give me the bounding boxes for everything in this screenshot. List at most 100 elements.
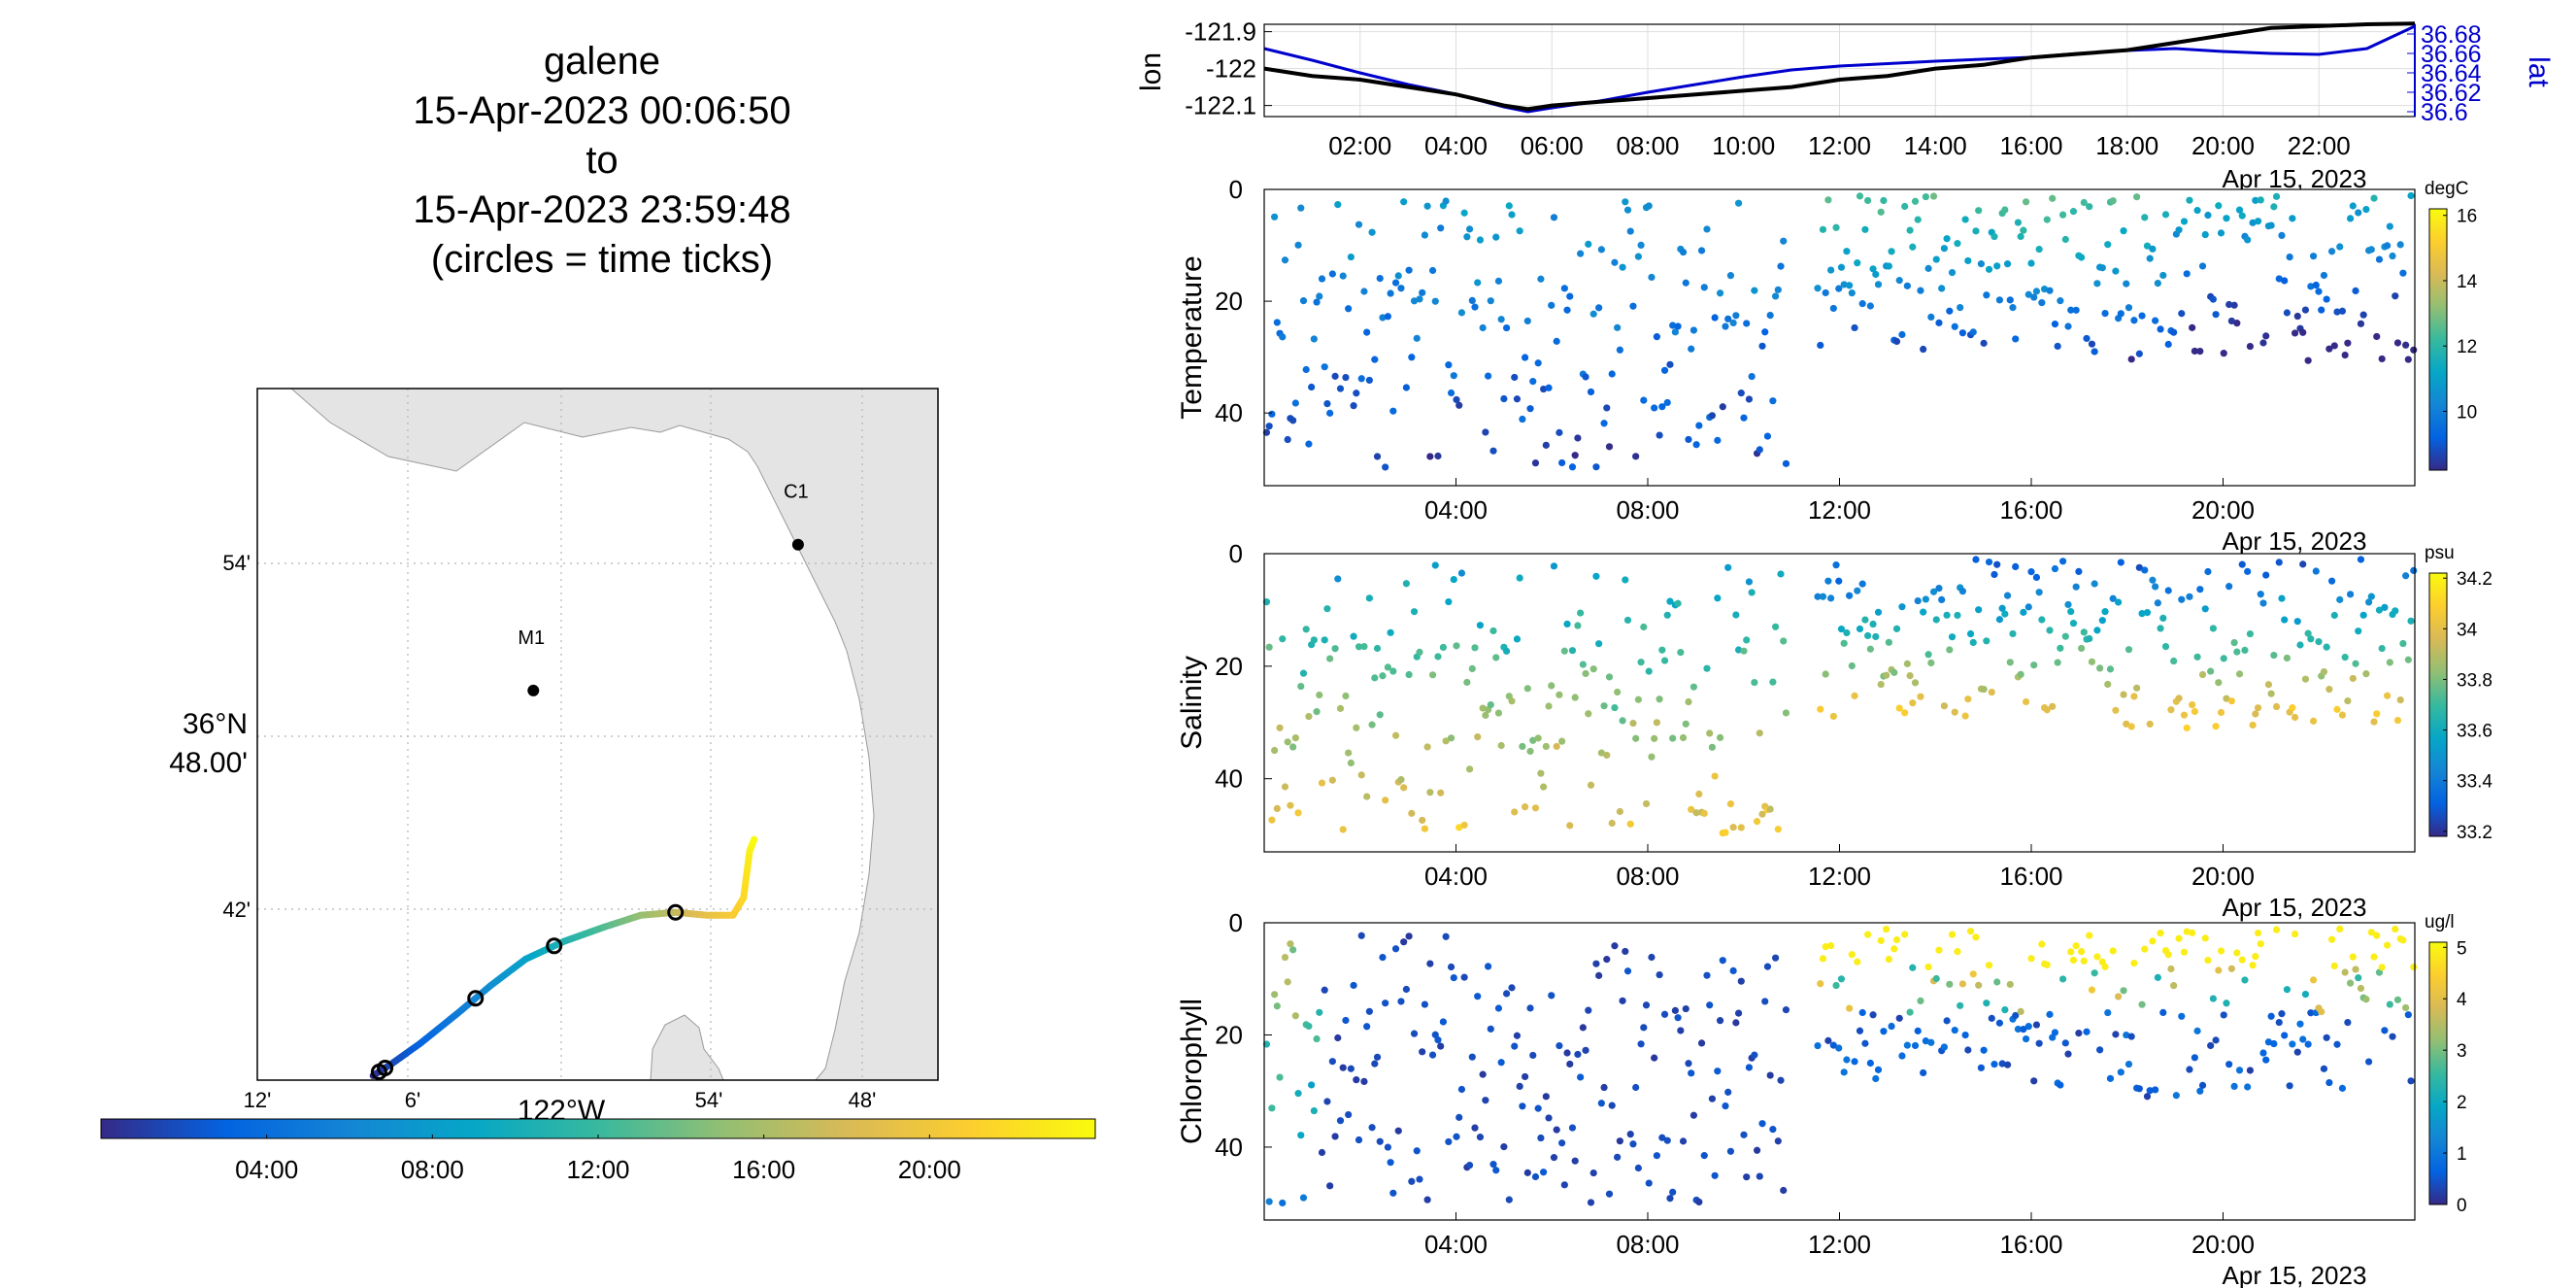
- data-point: [1706, 1001, 1714, 1009]
- data-point: [2038, 940, 2046, 948]
- data-point: [2109, 947, 2117, 955]
- data-point: [2262, 571, 2270, 579]
- data-point: [1948, 269, 1957, 277]
- data-point: [1642, 1001, 1651, 1009]
- data-point: [1674, 322, 1682, 330]
- data-point: [1494, 1004, 1503, 1012]
- data-point: [1360, 288, 1368, 295]
- data-point: [1946, 307, 1954, 315]
- data-point: [1777, 1076, 1785, 1084]
- colorbar-tick-label: 0: [2457, 1196, 2467, 1216]
- data-point: [1600, 702, 1608, 710]
- lat-tick-label: 36.62: [2421, 80, 2482, 107]
- data-point: [2357, 320, 2365, 327]
- data-point: [1321, 363, 1328, 371]
- data-point: [1350, 632, 1357, 640]
- data-point: [2281, 616, 2289, 624]
- data-point: [2075, 1030, 2083, 1037]
- data-point: [1513, 395, 1522, 403]
- data-point: [2204, 567, 2212, 576]
- data-point: [2393, 339, 2402, 347]
- data-point: [1980, 685, 1988, 694]
- data-point: [1961, 216, 1969, 223]
- data-point: [1890, 668, 1898, 676]
- colorbar-tick-label: 5: [2457, 938, 2467, 959]
- map-frame: [256, 388, 939, 1081]
- data-point: [1402, 580, 1410, 588]
- data-point: [1951, 708, 1958, 716]
- time-tick-circle: [377, 1059, 394, 1076]
- end-time: 15-Apr-2023 23:59:48: [413, 188, 791, 231]
- data-point: [2399, 269, 2407, 277]
- data-point: [1829, 304, 1837, 313]
- data-point: [1387, 628, 1394, 636]
- data-point: [2170, 982, 2178, 990]
- data-point: [1597, 749, 1605, 757]
- data-point: [2333, 705, 2341, 713]
- data-point: [2093, 627, 2101, 634]
- data-point: [1948, 633, 1957, 641]
- data-point: [1426, 453, 1434, 460]
- data-point: [1442, 197, 1450, 205]
- data-point: [2091, 969, 2098, 977]
- data-point: [1313, 298, 1321, 306]
- data-point: [1771, 954, 1780, 962]
- data-point: [2254, 929, 2262, 937]
- data-point: [2215, 679, 2223, 687]
- data-point: [2270, 651, 2278, 660]
- data-point: [2278, 1010, 2286, 1018]
- data-point: [2075, 567, 2083, 576]
- data-point: [2046, 627, 2054, 634]
- data-point: [2238, 956, 2246, 964]
- colorbar-tick-label: 3: [2457, 1041, 2467, 1062]
- data-point: [1922, 192, 1929, 201]
- data-point: [1888, 248, 1895, 255]
- data-point: [2220, 655, 2227, 662]
- data-point: [1840, 639, 1848, 647]
- data-point: [2180, 218, 2189, 225]
- data-point: [2246, 1067, 2254, 1074]
- lonlat-x-tick-label: 12:00: [1808, 131, 1871, 160]
- data-point: [1384, 313, 1391, 321]
- data-point: [1671, 328, 1679, 336]
- data-point: [1866, 302, 1874, 310]
- data-point: [1634, 253, 1642, 260]
- data-point: [2325, 345, 2333, 353]
- data-point: [2101, 608, 2109, 616]
- data-point: [1553, 337, 1560, 345]
- data-point: [2330, 611, 2338, 620]
- data-point: [1851, 1058, 1858, 1066]
- time-tick-note: (circles = time ticks): [430, 238, 774, 281]
- data-point: [1479, 1070, 1487, 1078]
- data-point: [2349, 953, 2357, 961]
- data-point: [2064, 322, 2072, 330]
- data-point: [1571, 694, 1579, 701]
- data-point: [1658, 403, 1666, 411]
- data-point: [1777, 262, 1785, 270]
- data-point: [1814, 593, 1822, 600]
- data-point: [2157, 625, 2164, 632]
- data-point: [1869, 620, 1877, 628]
- section-x-tick-label: 20:00: [2191, 862, 2255, 891]
- data-point: [1453, 395, 1460, 404]
- data-point: [1732, 312, 1740, 320]
- data-point: [2281, 1032, 2289, 1039]
- data-point: [2275, 559, 2283, 566]
- data-point: [1413, 334, 1421, 342]
- data-point: [1394, 1127, 1402, 1135]
- data-point: [1685, 1060, 1692, 1068]
- data-point: [1582, 373, 1589, 381]
- data-point: [2212, 1036, 2220, 1044]
- data-point: [1542, 742, 1550, 751]
- data-point: [2381, 1027, 2389, 1034]
- data-point: [1991, 570, 1998, 579]
- data-point: [1848, 661, 1856, 670]
- data-point: [1843, 628, 1851, 637]
- data-point: [2124, 1060, 2133, 1068]
- data-point: [1843, 1056, 1851, 1064]
- data-point: [1724, 563, 1732, 571]
- data-point: [2267, 1012, 2275, 1020]
- data-point: [1861, 616, 1869, 624]
- lon-series-line: [1263, 21, 2416, 112]
- colorbar-unit-label: ug/l: [2425, 912, 2455, 932]
